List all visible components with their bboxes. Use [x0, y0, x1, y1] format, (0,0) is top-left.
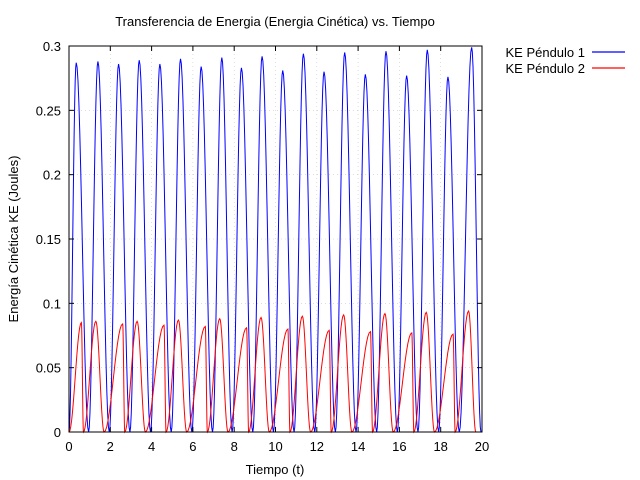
y-tick-label: 0.3: [43, 39, 61, 54]
x-tick-label: 18: [433, 439, 447, 454]
x-tick-label: 8: [231, 439, 238, 454]
x-tick-label: 10: [268, 439, 282, 454]
legend-label-pendulo-2: KE Péndulo 2: [505, 61, 585, 76]
legend-label-pendulo-1: KE Péndulo 1: [505, 45, 585, 60]
grid: [69, 46, 482, 432]
x-tick-label: 4: [148, 439, 155, 454]
x-tick-label: 6: [189, 439, 196, 454]
x-tick-label: 0: [65, 439, 72, 454]
ticks: 0 0.05 0.1 0.15 0.2 0.25 0.3 0 2 4 6 8 10 12 14 16 18 20: [36, 39, 490, 454]
x-tick-label: 14: [351, 439, 365, 454]
x-tick-label: 20: [475, 439, 489, 454]
x-tick-label: 12: [310, 439, 324, 454]
chart-title: Transferencia de Energia (Energia Cinéti…: [115, 14, 435, 29]
y-tick-label: 0: [54, 425, 61, 440]
y-tick-label: 0.2: [43, 168, 61, 183]
x-tick-label: 2: [107, 439, 114, 454]
y-axis-label: Energía Cinética KE (Joules): [6, 156, 21, 323]
y-tick-label: 0.15: [36, 232, 61, 247]
y-tick-label: 0.1: [43, 296, 61, 311]
y-tick-label: 0.05: [36, 361, 61, 376]
legend: KE Péndulo 1 KE Péndulo 2: [505, 45, 625, 76]
x-tick-label: 16: [392, 439, 406, 454]
x-axis-label: Tiempo (t): [246, 462, 305, 477]
series-line-pendulo-2: [68, 309, 482, 434]
y-tick-label: 0.25: [36, 103, 61, 118]
